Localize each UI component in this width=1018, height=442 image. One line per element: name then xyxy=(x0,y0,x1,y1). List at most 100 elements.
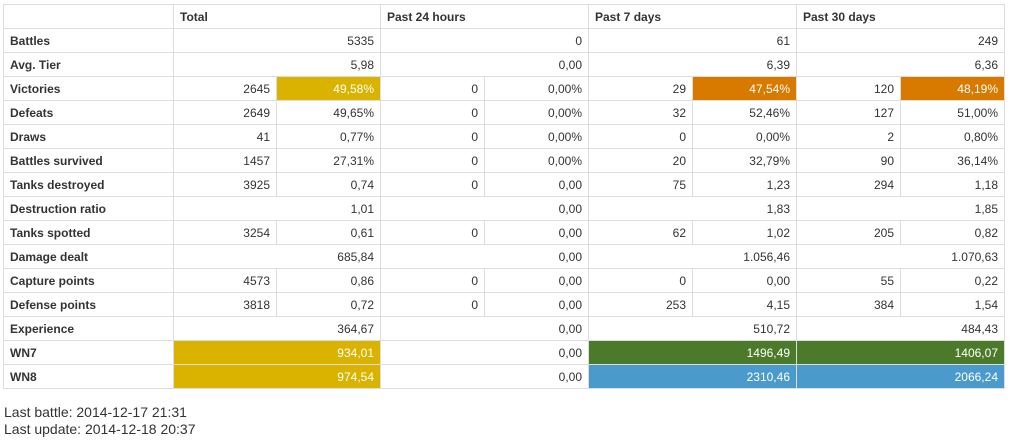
header-corner xyxy=(3,4,174,29)
defense-points-p30-count: 384 xyxy=(796,292,901,317)
defense-points-p24-rate: 0,00 xyxy=(484,292,589,317)
tanks-spotted-p30-rate: 0,82 xyxy=(900,220,1005,245)
experience-p30-value: 484,43 xyxy=(796,316,1005,341)
tanks-destroyed-p30-count: 294 xyxy=(796,172,901,197)
tanks-destroyed-total-count: 3925 xyxy=(173,172,277,197)
row-battles: Battles 5335 0 61 249 xyxy=(3,28,1005,53)
experience-p24-value: 0,00 xyxy=(380,316,589,341)
draws-p30-count: 2 xyxy=(796,124,901,149)
wn7-total-value: 934,01 xyxy=(173,340,381,365)
row-draws: Draws 41 0,77% 0 0,00% 0 0,00% 2 0,80% xyxy=(3,124,1005,149)
defense-points-total-count: 3818 xyxy=(173,292,277,317)
draws-total-count: 41 xyxy=(173,124,277,149)
victories-p24-rate: 0,00% xyxy=(484,76,589,101)
row-label-battles: Battles xyxy=(3,28,174,53)
row-label-defense-points: Defense points xyxy=(3,292,174,317)
row-tanks-spotted: Tanks spotted 3254 0,61 0 0,00 62 1,02 205 0,82 xyxy=(3,220,1005,245)
last-battle-text: Last battle: 2014-12-17 21:31 xyxy=(4,404,187,420)
draws-p24-count: 0 xyxy=(380,124,485,149)
wn7-p24-value: 0,00 xyxy=(380,340,589,365)
victories-p7-rate: 47,54% xyxy=(692,76,797,101)
battles-p7-value: 61 xyxy=(588,28,797,53)
victories-total-count: 2645 xyxy=(173,76,277,101)
defeats-total-count: 2649 xyxy=(173,100,277,125)
row-label-victories: Victories xyxy=(3,76,174,101)
defeats-p30-count: 127 xyxy=(796,100,901,125)
tanks-spotted-p24-count: 0 xyxy=(380,220,485,245)
battles-survived-p30-rate: 36,14% xyxy=(900,148,1005,173)
draws-p24-rate: 0,00% xyxy=(484,124,589,149)
row-label-tanks-spotted: Tanks spotted xyxy=(3,220,174,245)
battles-survived-p30-count: 90 xyxy=(796,148,901,173)
row-victories: Victories 2645 49,58% 0 0,00% 29 47,54% 120 48,1… xyxy=(3,76,1005,101)
battles-survived-p7-rate: 32,79% xyxy=(692,148,797,173)
capture-points-p30-rate: 0,22 xyxy=(900,268,1005,293)
battles-survived-p24-count: 0 xyxy=(380,148,485,173)
row-wn7: WN7 934,01 0,00 1496,49 1406,07 xyxy=(3,340,1005,365)
wn8-total-value: 974,54 xyxy=(173,364,381,389)
row-tanks-destroyed: Tanks destroyed 3925 0,74 0 0,00 75 1,23 294 1,1… xyxy=(3,172,1005,197)
row-label-avg-tier: Avg. Tier xyxy=(3,52,174,77)
battles-survived-total-rate: 27,31% xyxy=(276,148,381,173)
battles-total-value: 5335 xyxy=(173,28,381,53)
wn8-p30-value: 2066,24 xyxy=(796,364,1005,389)
defense-points-p30-rate: 1,54 xyxy=(900,292,1005,317)
capture-points-p7-rate: 0,00 xyxy=(692,268,797,293)
row-capture-points: Capture points 4573 0,86 0 0,00 0 0,00 55 0,22 xyxy=(3,268,1005,293)
avg-tier-p30-value: 6,36 xyxy=(796,52,1005,77)
last-update-text: Last update: 2014-12-18 20:37 xyxy=(4,421,196,437)
victories-total-rate: 49,58% xyxy=(276,76,381,101)
tanks-destroyed-p24-rate: 0,00 xyxy=(484,172,589,197)
damage-dealt-p24-value: 0,00 xyxy=(380,244,589,269)
capture-points-p30-count: 55 xyxy=(796,268,901,293)
header-past-30-days: Past 30 days xyxy=(796,4,1005,29)
draws-total-rate: 0,77% xyxy=(276,124,381,149)
row-destruction-ratio: Destruction ratio 1,01 0,00 1,83 1,85 xyxy=(3,196,1005,221)
capture-points-p7-count: 0 xyxy=(588,268,693,293)
defeats-total-rate: 49,65% xyxy=(276,100,381,125)
battles-p30-value: 249 xyxy=(796,28,1005,53)
tanks-spotted-p30-count: 205 xyxy=(796,220,901,245)
battles-survived-total-count: 1457 xyxy=(173,148,277,173)
capture-points-total-count: 4573 xyxy=(173,268,277,293)
wn8-p24-value: 0,00 xyxy=(380,364,589,389)
row-label-destruction-ratio: Destruction ratio xyxy=(3,196,174,221)
capture-points-p24-rate: 0,00 xyxy=(484,268,589,293)
battles-survived-p24-rate: 0,00% xyxy=(484,148,589,173)
row-battles-survived: Battles survived 1457 27,31% 0 0,00% 20 32,79%… xyxy=(3,148,1005,173)
victories-p30-rate: 48,19% xyxy=(900,76,1005,101)
defense-points-p24-count: 0 xyxy=(380,292,485,317)
avg-tier-p24-value: 0,00 xyxy=(380,52,589,77)
damage-dealt-p30-value: 1.070,63 xyxy=(796,244,1005,269)
wn8-p7-value: 2310,46 xyxy=(588,364,797,389)
destruction-ratio-p7-value: 1,83 xyxy=(588,196,797,221)
defeats-p7-rate: 52,46% xyxy=(692,100,797,125)
wn7-p7-value: 1496,49 xyxy=(588,340,797,365)
defeats-p24-rate: 0,00% xyxy=(484,100,589,125)
victories-p7-count: 29 xyxy=(588,76,693,101)
defense-points-p7-count: 253 xyxy=(588,292,693,317)
defeats-p30-rate: 51,00% xyxy=(900,100,1005,125)
defense-points-p7-rate: 4,15 xyxy=(692,292,797,317)
row-label-wn8: WN8 xyxy=(3,364,174,389)
row-label-draws: Draws xyxy=(3,124,174,149)
tanks-destroyed-total-rate: 0,74 xyxy=(276,172,381,197)
damage-dealt-p7-value: 1.056,46 xyxy=(588,244,797,269)
tanks-destroyed-p24-count: 0 xyxy=(380,172,485,197)
wn7-p30-value: 1406,07 xyxy=(796,340,1005,365)
battles-survived-p7-count: 20 xyxy=(588,148,693,173)
stats-body: Battles 5335 0 61 249 Avg. Tier 5,98 0,00 6,39 6,… xyxy=(3,28,1005,389)
destruction-ratio-p24-value: 0,00 xyxy=(380,196,589,221)
row-label-defeats: Defeats xyxy=(3,100,174,125)
header-row: Total Past 24 hours Past 7 days Past 30 … xyxy=(3,4,1005,29)
capture-points-total-rate: 0,86 xyxy=(276,268,381,293)
row-label-wn7: WN7 xyxy=(3,340,174,365)
battles-p24-value: 0 xyxy=(380,28,589,53)
row-experience: Experience 364,67 0,00 510,72 484,43 xyxy=(3,316,1005,341)
row-defense-points: Defense points 3818 0,72 0 0,00 253 4,15 384 1,5… xyxy=(3,292,1005,317)
draws-p7-rate: 0,00% xyxy=(692,124,797,149)
tanks-spotted-total-count: 3254 xyxy=(173,220,277,245)
row-wn8: WN8 974,54 0,00 2310,46 2066,24 xyxy=(3,364,1005,389)
row-avg-tier: Avg. Tier 5,98 0,00 6,39 6,36 xyxy=(3,52,1005,77)
damage-dealt-total-value: 685,84 xyxy=(173,244,381,269)
